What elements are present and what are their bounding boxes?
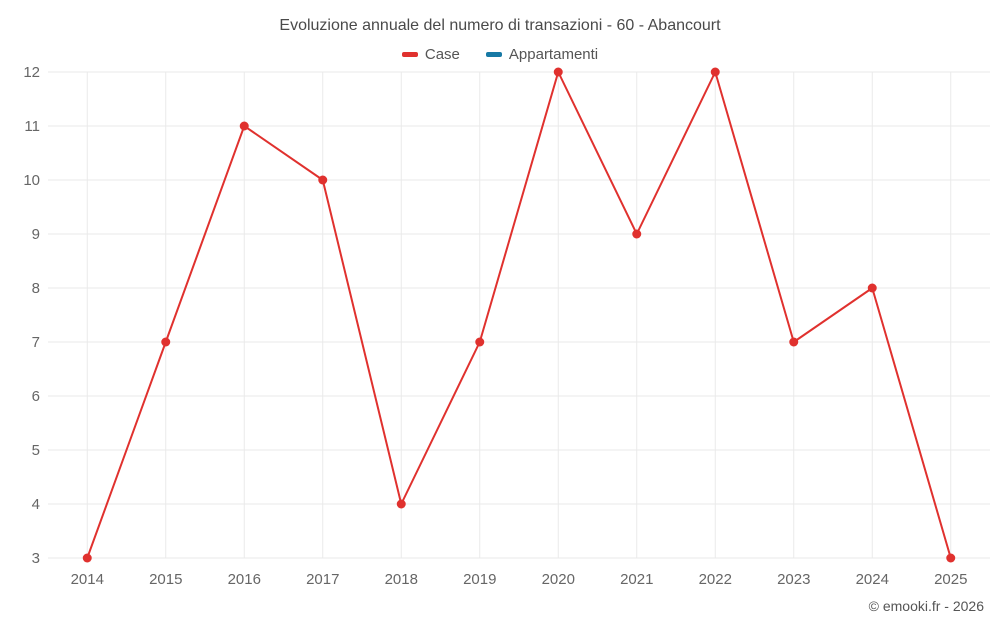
- x-axis-tick-label: 2023: [777, 571, 810, 588]
- y-axis-tick-label: 7: [32, 334, 40, 351]
- case-legend-label: Case: [424, 46, 460, 63]
- chart-legend: Case Appartamenti: [0, 46, 1000, 63]
- case-data-point[interactable]: [710, 67, 720, 77]
- x-axis-tick-label: 2015: [149, 571, 182, 588]
- x-axis-tick-label: 2018: [385, 571, 418, 588]
- appartamenti-legend-label: Appartamenti: [508, 46, 599, 63]
- case-legend-swatch: [401, 52, 418, 57]
- case-data-point[interactable]: [789, 337, 799, 347]
- case-data-point[interactable]: [161, 337, 171, 347]
- y-axis-tick-label: 6: [32, 388, 40, 405]
- appartamenti-legend-swatch: [485, 52, 502, 57]
- x-axis-tick-label: 2024: [856, 571, 889, 588]
- case-data-point[interactable]: [553, 67, 563, 77]
- case-data-point[interactable]: [867, 283, 877, 293]
- gridlines: [48, 71, 990, 559]
- y-axis-tick-label: 4: [32, 496, 40, 513]
- y-axis-tick-label: 9: [32, 226, 40, 243]
- case-line: [86, 71, 952, 559]
- case-data-point[interactable]: [475, 337, 485, 347]
- y-axis-tick-label: 11: [24, 118, 40, 135]
- case-data-point[interactable]: [239, 121, 249, 131]
- chart-title: Evoluzione annuale del numero di transaz…: [279, 17, 721, 34]
- x-axis-tick-label: 2021: [620, 571, 653, 588]
- case-data-point[interactable]: [632, 229, 642, 239]
- x-axis-tick-label: 2016: [228, 571, 261, 588]
- case-data-point[interactable]: [396, 499, 406, 509]
- legend-item-case[interactable]: Case: [401, 46, 460, 63]
- x-axis-tick-label: 2017: [306, 571, 339, 588]
- x-axis-tick-label: 2020: [542, 571, 575, 588]
- case-data-point[interactable]: [318, 175, 328, 185]
- x-axis-tick-label: 2014: [71, 571, 104, 588]
- legend-item-appartamenti[interactable]: Appartamenti: [485, 46, 599, 63]
- copyright-credit: © emooki.fr - 2026: [868, 598, 984, 614]
- case-data-point[interactable]: [946, 553, 956, 563]
- series-case: [82, 67, 956, 563]
- y-axis-tick-label: 12: [23, 64, 40, 81]
- x-axis-tick-label: 2019: [463, 571, 496, 588]
- x-axis-tick-label: 2025: [934, 571, 967, 588]
- axis-tick-labels: 3 4 5 6 7 8 9 10 11 12 2014 2015 2016 2017 2018 2019 202…: [23, 64, 967, 588]
- y-axis-tick-label: 3: [32, 550, 40, 567]
- y-axis-tick-label: 10: [23, 172, 40, 189]
- case-data-point[interactable]: [82, 553, 92, 563]
- y-axis-tick-label: 5: [32, 442, 40, 459]
- y-axis-tick-label: 8: [32, 280, 40, 297]
- x-axis-tick-label: 2022: [699, 571, 732, 588]
